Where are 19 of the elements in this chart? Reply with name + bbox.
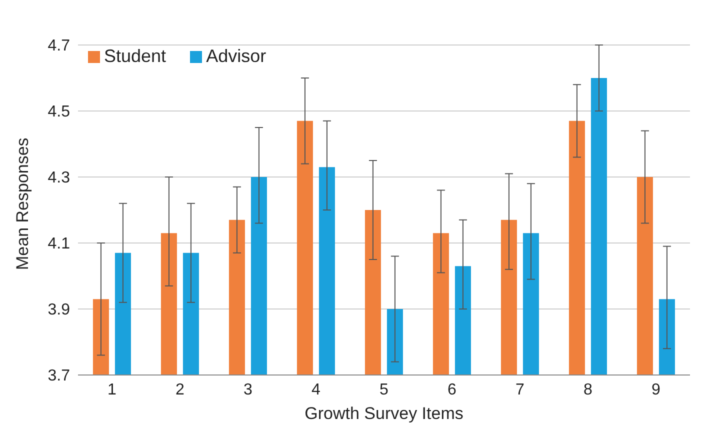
y-axis-title: Mean Responses (13, 138, 32, 270)
x-tick-label: 5 (380, 381, 389, 398)
x-tick-label: 3 (244, 381, 253, 398)
x-tick-label: 6 (448, 381, 457, 398)
x-tick-label: 7 (516, 381, 525, 398)
y-tick-label: 4.1 (48, 236, 70, 253)
x-tick-label: 2 (176, 381, 185, 398)
y-tick-label: 3.7 (48, 368, 70, 385)
y-tick-label: 3.9 (48, 302, 70, 319)
y-tick-label: 4.3 (48, 170, 70, 187)
legend-label: Student (104, 46, 166, 66)
x-tick-label: 1 (108, 381, 117, 398)
y-tick-label: 4.7 (48, 38, 70, 55)
x-axis-title: Growth Survey Items (304, 404, 464, 423)
x-tick-label: 4 (312, 381, 321, 398)
x-tick-label: 9 (652, 381, 661, 398)
y-tick-label: 4.5 (48, 104, 70, 121)
x-tick-label: 8 (584, 381, 593, 398)
legend-label: Advisor (206, 46, 266, 66)
